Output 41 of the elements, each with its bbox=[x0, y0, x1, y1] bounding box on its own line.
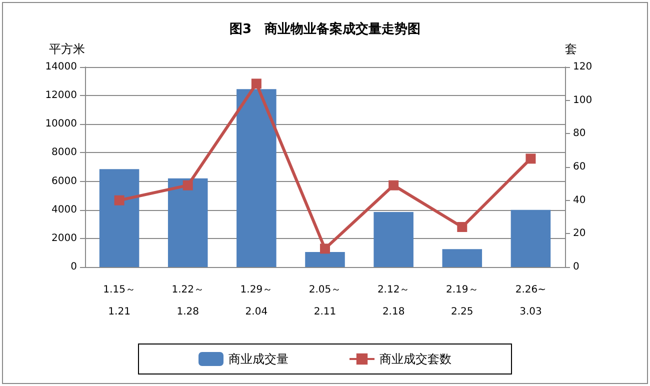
legend-label: 商业成交量 bbox=[228, 352, 288, 366]
y2-tick-label: 40 bbox=[573, 194, 586, 206]
legend-label: 商业成交套数 bbox=[380, 352, 452, 366]
y2-tick-label: 80 bbox=[573, 128, 586, 140]
bar bbox=[236, 89, 276, 267]
point bbox=[182, 180, 193, 190]
bar bbox=[374, 212, 414, 267]
x-tick-label: 1.29～ 2.04 bbox=[240, 284, 273, 318]
point bbox=[251, 78, 262, 89]
point bbox=[114, 195, 124, 206]
y-tick-label: 12000 bbox=[45, 90, 77, 102]
bar bbox=[510, 210, 551, 267]
x-tick-label: 2.19～ 2.25 bbox=[446, 284, 478, 318]
y-tick-label: 2000 bbox=[52, 232, 77, 244]
y2-tick-label: 60 bbox=[573, 162, 586, 172]
y-tick-label: 4000 bbox=[52, 204, 77, 216]
point bbox=[388, 180, 399, 190]
x-tick-label: 2.12～ 2.18 bbox=[377, 284, 410, 318]
bar bbox=[305, 252, 345, 267]
y-tick-label: 6000 bbox=[52, 176, 77, 187]
y-tick-label: 0 bbox=[70, 262, 77, 272]
y-axis-title: 平方米 bbox=[49, 42, 85, 56]
y2-tick-label: 100 bbox=[573, 94, 592, 106]
x-tick-label: 2.26~ 3.03 bbox=[515, 284, 546, 318]
y2-tick-label: 0 bbox=[573, 262, 580, 272]
x-tick-label: 2.05～ 2.11 bbox=[308, 284, 342, 318]
y2-axis-title: 套 bbox=[565, 42, 577, 56]
bar bbox=[442, 249, 482, 267]
x-tick-label: 1.15～ 1.21 bbox=[103, 284, 136, 318]
point bbox=[320, 244, 330, 254]
x-tick-label: 1.22～ 1.28 bbox=[172, 284, 204, 318]
bar bbox=[99, 169, 140, 267]
chart-title: 图3 商业物业备案成交量走势图 bbox=[229, 21, 421, 37]
y-tick-label: 14000 bbox=[45, 62, 77, 72]
y-tick-label: 10000 bbox=[45, 118, 77, 130]
point bbox=[526, 154, 536, 164]
y-tick-label: 8000 bbox=[52, 147, 77, 158]
y2-tick-label: 120 bbox=[573, 62, 592, 72]
y2-tick-label: 20 bbox=[573, 228, 586, 240]
point bbox=[457, 222, 468, 232]
bar bbox=[168, 178, 208, 267]
